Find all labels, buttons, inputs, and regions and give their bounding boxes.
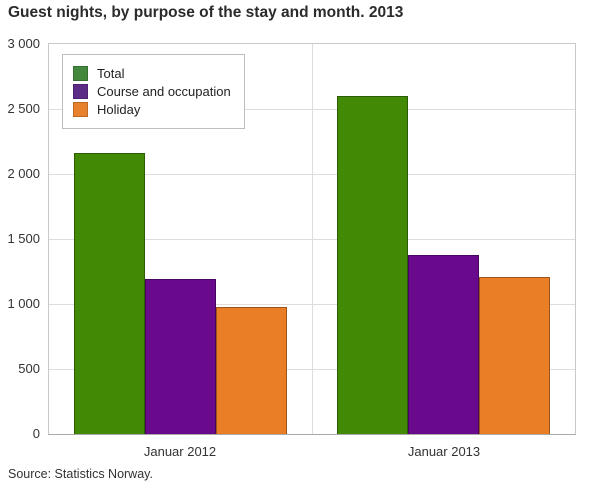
y-tick-label: 3 000 — [7, 36, 40, 51]
bar-group-januar-2013 — [312, 44, 575, 434]
bar-group-januar-2012 — [49, 44, 312, 434]
gridline-vertical — [312, 44, 313, 434]
y-tick-label: 2 000 — [7, 166, 40, 181]
bar-total — [337, 96, 408, 434]
bar-total — [74, 152, 145, 434]
y-tick-label: 1 000 — [7, 296, 40, 311]
plot-area: Total Course and occupation Holiday — [48, 43, 576, 435]
chart-title: Guest nights, by purpose of the stay and… — [8, 4, 404, 21]
legend-label: Course and occupation — [97, 84, 231, 99]
x-axis: Januar 2012 Januar 2013 — [48, 444, 576, 459]
bar-holiday — [479, 276, 550, 434]
bar-course-and-occupation — [408, 254, 479, 434]
legend-item-course-and-occupation: Course and occupation — [73, 84, 231, 99]
source-note: Source: Statistics Norway. — [8, 467, 153, 481]
legend-item-holiday: Holiday — [73, 102, 231, 117]
legend-label: Holiday — [97, 102, 141, 117]
legend-swatch-total — [73, 66, 88, 81]
y-tick-label: 2 500 — [7, 101, 40, 116]
legend-swatch-course-and-occupation — [73, 84, 88, 99]
y-tick-label: 0 — [32, 426, 40, 441]
legend-item-total: Total — [73, 66, 231, 81]
legend-swatch-holiday — [73, 102, 88, 117]
bar-course-and-occupation — [145, 278, 216, 434]
legend: Total Course and occupation Holiday — [62, 54, 245, 129]
legend-label: Total — [97, 66, 125, 81]
y-tick-label: 1 500 — [7, 231, 40, 246]
y-tick-label: 500 — [18, 361, 40, 376]
bar-holiday — [216, 307, 287, 434]
x-axis-label: Januar 2012 — [143, 444, 217, 459]
x-axis-label: Januar 2013 — [407, 444, 481, 459]
